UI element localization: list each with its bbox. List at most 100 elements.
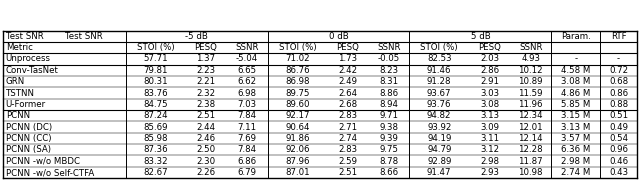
Text: 91.28: 91.28 (427, 77, 451, 86)
Text: PCNN: PCNN (6, 111, 30, 120)
Text: 2.21: 2.21 (196, 77, 216, 86)
Text: 2.71: 2.71 (338, 123, 357, 132)
Text: 83.32: 83.32 (143, 157, 168, 166)
Text: 9.71: 9.71 (380, 111, 399, 120)
Text: Conv-TasNet: Conv-TasNet (6, 66, 59, 75)
Text: 93.92: 93.92 (427, 123, 451, 132)
Text: 2.51: 2.51 (338, 168, 357, 177)
Text: STOI (%): STOI (%) (278, 43, 316, 52)
Text: 8.31: 8.31 (380, 77, 399, 86)
Text: 2.64: 2.64 (338, 89, 357, 98)
Text: PCNN -w/o MBDC: PCNN -w/o MBDC (6, 157, 80, 166)
Text: 3.12: 3.12 (480, 145, 499, 154)
Text: PESQ: PESQ (478, 43, 501, 52)
Text: 3.13: 3.13 (480, 111, 499, 120)
Text: SSNR: SSNR (236, 43, 259, 52)
Text: 2.74 M: 2.74 M (561, 168, 591, 177)
Text: 91.47: 91.47 (427, 168, 451, 177)
Text: Test SNR: Test SNR (65, 32, 102, 41)
Text: 1.73: 1.73 (338, 55, 357, 64)
Text: 7.11: 7.11 (237, 123, 257, 132)
Text: 10.12: 10.12 (518, 66, 543, 75)
Text: 86.76: 86.76 (285, 66, 310, 75)
Text: 0 dB: 0 dB (329, 32, 349, 41)
Text: Param.: Param. (561, 32, 591, 41)
Text: 6.62: 6.62 (237, 77, 257, 86)
Text: 11.59: 11.59 (518, 89, 543, 98)
Text: 3.13 M: 3.13 M (561, 123, 591, 132)
Text: 11.87: 11.87 (518, 157, 543, 166)
Text: 2.44: 2.44 (196, 123, 216, 132)
Text: 7.69: 7.69 (237, 134, 257, 143)
Text: 8.78: 8.78 (380, 157, 399, 166)
Text: 1.37: 1.37 (196, 55, 216, 64)
Text: 91.86: 91.86 (285, 134, 310, 143)
Text: -: - (574, 55, 577, 64)
Text: 12.28: 12.28 (518, 145, 543, 154)
Text: PCNN -w/o Self-CTFA: PCNN -w/o Self-CTFA (6, 168, 94, 177)
Text: 12.14: 12.14 (518, 134, 543, 143)
Text: 3.08 M: 3.08 M (561, 77, 591, 86)
Text: 86.98: 86.98 (285, 77, 310, 86)
Text: 2.49: 2.49 (338, 77, 357, 86)
Text: 2.86: 2.86 (480, 66, 499, 75)
Text: 2.98 M: 2.98 M (561, 157, 591, 166)
Text: -0.05: -0.05 (378, 55, 400, 64)
Text: STOI (%): STOI (%) (420, 43, 458, 52)
Text: -5 dB: -5 dB (186, 32, 208, 41)
Text: 12.01: 12.01 (518, 123, 543, 132)
Text: 80.31: 80.31 (143, 77, 168, 86)
Text: 4.86 M: 4.86 M (561, 89, 591, 98)
Text: 90.64: 90.64 (285, 123, 310, 132)
Text: RTF: RTF (611, 32, 627, 41)
Text: TSTNN: TSTNN (6, 89, 35, 98)
Text: 2.38: 2.38 (196, 100, 216, 109)
Text: PESQ: PESQ (195, 43, 218, 52)
Text: PCNN (DC): PCNN (DC) (6, 123, 52, 132)
Text: 0.68: 0.68 (609, 77, 628, 86)
Text: 8.86: 8.86 (380, 89, 399, 98)
Text: 2.59: 2.59 (338, 157, 357, 166)
Text: 6.86: 6.86 (237, 157, 257, 166)
Text: 94.79: 94.79 (427, 145, 451, 154)
Text: 0.51: 0.51 (609, 111, 628, 120)
Text: 3.03: 3.03 (480, 89, 499, 98)
Text: 82.53: 82.53 (427, 55, 451, 64)
Text: 4.93: 4.93 (521, 55, 540, 64)
Text: 89.60: 89.60 (285, 100, 310, 109)
Text: 0.49: 0.49 (609, 123, 628, 132)
Text: 12.34: 12.34 (518, 111, 543, 120)
Text: 2.23: 2.23 (196, 66, 216, 75)
Text: 8.66: 8.66 (380, 168, 399, 177)
Text: 2.50: 2.50 (196, 145, 216, 154)
Text: Test SNR: Test SNR (6, 32, 44, 41)
Text: PCNN (SA): PCNN (SA) (6, 145, 51, 154)
Text: 3.15 M: 3.15 M (561, 111, 591, 120)
Text: 93.76: 93.76 (427, 100, 451, 109)
Text: GRN: GRN (6, 77, 25, 86)
Text: 6.79: 6.79 (237, 168, 257, 177)
Text: 89.75: 89.75 (285, 89, 310, 98)
Text: 87.36: 87.36 (143, 145, 168, 154)
Text: 2.42: 2.42 (338, 66, 357, 75)
Text: 6.98: 6.98 (237, 89, 257, 98)
Text: 3.57 M: 3.57 M (561, 134, 591, 143)
Text: 0.72: 0.72 (609, 66, 628, 75)
Text: 10.98: 10.98 (518, 168, 543, 177)
Text: 2.91: 2.91 (480, 77, 499, 86)
Text: 94.19: 94.19 (427, 134, 451, 143)
Text: 2.32: 2.32 (196, 89, 216, 98)
Text: 2.30: 2.30 (196, 157, 216, 166)
Text: Metric: Metric (6, 43, 33, 52)
Text: -5.04: -5.04 (236, 55, 259, 64)
Text: 8.23: 8.23 (380, 66, 399, 75)
Text: 92.06: 92.06 (285, 145, 310, 154)
Text: 93.67: 93.67 (427, 89, 451, 98)
Text: 9.38: 9.38 (380, 123, 399, 132)
Text: 0.88: 0.88 (609, 100, 628, 109)
Text: 85.69: 85.69 (143, 123, 168, 132)
Text: 92.89: 92.89 (427, 157, 451, 166)
Text: 8.94: 8.94 (380, 100, 399, 109)
Text: 3.11: 3.11 (480, 134, 499, 143)
Text: 7.84: 7.84 (237, 145, 257, 154)
